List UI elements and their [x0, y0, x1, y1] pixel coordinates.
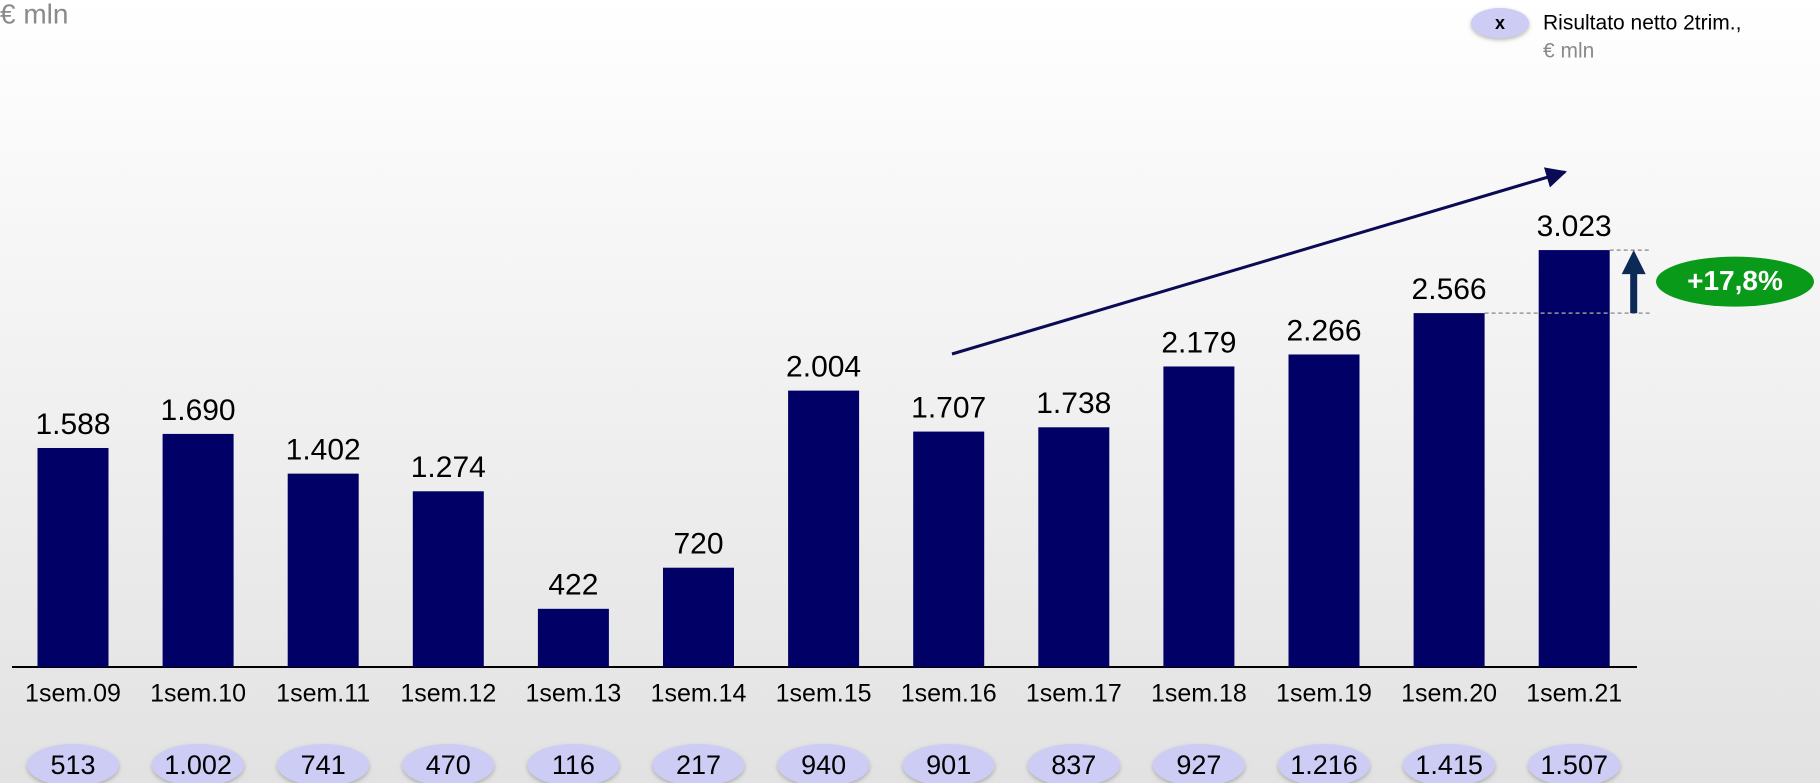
x-tick-label: 1sem.17	[1026, 680, 1122, 708]
value-label: 2.266	[1286, 314, 1361, 347]
value-label: 2.004	[786, 351, 861, 384]
secondary-bubble	[27, 744, 119, 783]
secondary-label: 217	[676, 750, 721, 780]
value-label: 422	[548, 569, 598, 602]
secondary-label: 1.002	[164, 750, 232, 780]
legend-unit: € mln	[1543, 40, 1594, 63]
bar	[788, 390, 860, 667]
x-tick-label: 1sem.21	[1526, 680, 1622, 708]
secondary-label: 116	[552, 750, 595, 780]
x-tick-label: 1sem.15	[776, 680, 872, 708]
value-label: 1.738	[1036, 387, 1111, 420]
legend-marker-text: x	[1495, 13, 1505, 33]
bar	[663, 567, 734, 667]
growth-badge	[1656, 256, 1814, 307]
secondary-label: 470	[426, 750, 471, 780]
secondary-label: 901	[926, 750, 971, 780]
x-tick-label: 1sem.20	[1401, 680, 1497, 708]
bar	[287, 473, 359, 667]
value-label: 720	[673, 528, 723, 561]
x-tick-label: 1sem.12	[400, 680, 496, 708]
trend-arrow	[951, 167, 1568, 356]
value-label: 3.023	[1537, 210, 1612, 243]
value-label: 2.566	[1412, 273, 1487, 306]
secondary-bubble	[402, 744, 495, 783]
secondary-bubble	[1528, 744, 1621, 783]
bar	[162, 433, 234, 667]
value-label: 1.707	[911, 391, 986, 424]
bar	[537, 608, 609, 667]
x-tick-label: 1sem.16	[901, 680, 997, 708]
bar	[412, 491, 484, 667]
bar	[1288, 354, 1360, 667]
bar	[1538, 250, 1610, 667]
secondary-bubble	[1152, 744, 1245, 783]
secondary-label: 1.415	[1415, 750, 1483, 780]
bar	[1413, 313, 1485, 667]
growth-arrow-head	[1621, 250, 1646, 275]
x-tick-label: 1sem.11	[276, 680, 370, 708]
secondary-bubble	[527, 744, 620, 783]
secondary-label: 1.507	[1540, 750, 1608, 780]
secondary-bubble	[1027, 744, 1120, 783]
secondary-label: 927	[1176, 750, 1221, 780]
x-tick-label: 1sem.09	[25, 680, 121, 708]
secondary-bubble	[1278, 744, 1370, 783]
secondary-label: 513	[50, 750, 95, 780]
legend-marker	[1471, 8, 1529, 38]
secondary-label: 837	[1051, 750, 1096, 780]
bar	[37, 447, 109, 667]
legend-label: Risultato netto 2trim.,	[1543, 12, 1741, 35]
x-tick-label: 1sem.18	[1151, 680, 1247, 708]
secondary-bubble	[652, 744, 745, 783]
secondary-label: 1.216	[1290, 750, 1358, 780]
secondary-bubble	[902, 744, 995, 783]
value-label: 1.274	[411, 451, 486, 484]
secondary-label: 741	[301, 750, 346, 780]
x-tick-label: 1sem.19	[1276, 680, 1372, 708]
x-tick-label: 1sem.14	[651, 680, 747, 708]
value-label: 1.690	[161, 394, 236, 427]
bar	[913, 431, 985, 667]
value-label: 1.402	[286, 434, 361, 467]
secondary-bubble	[777, 744, 870, 783]
secondary-bubble	[277, 744, 370, 783]
unit-label: € mln	[0, 0, 68, 29]
growth-label: +17,8%	[1687, 265, 1783, 296]
value-label: 2.179	[1161, 326, 1236, 359]
bar	[1163, 366, 1235, 667]
secondary-bubble	[152, 744, 245, 783]
x-tick-label: 1sem.13	[525, 680, 621, 708]
secondary-label: 940	[801, 750, 846, 780]
bar	[1038, 427, 1110, 667]
secondary-bubble	[1403, 744, 1496, 783]
x-tick-label: 1sem.10	[150, 680, 246, 708]
value-label: 1.588	[35, 408, 110, 441]
